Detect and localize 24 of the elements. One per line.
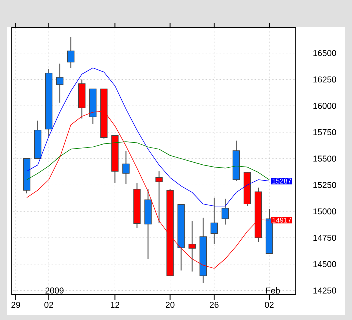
x-tick-label: 02	[44, 302, 54, 308]
y-tick-label: 15000	[314, 208, 336, 215]
annotation: Feb	[266, 288, 280, 294]
candlestick	[210, 197, 218, 245]
y-tick-label: 14250	[314, 288, 336, 294]
x-tick-label: 02	[265, 302, 274, 308]
y-tick-label: 15500	[314, 156, 336, 162]
candlestick	[56, 63, 64, 104]
y-tick-label: 15750	[314, 129, 336, 136]
y-tick-label: 14750	[314, 235, 336, 242]
x-tick-label: 26	[210, 302, 219, 308]
x-tick-label: 29	[12, 302, 20, 308]
y-tick-label: 16000	[314, 103, 336, 110]
candlestick	[122, 151, 130, 185]
candlestick	[222, 198, 230, 226]
x-tick-label: 20	[166, 302, 175, 308]
annotation: 2009	[46, 288, 64, 294]
y-tick-label: 14500	[314, 261, 336, 268]
y-tick-label: 15250	[314, 182, 336, 188]
x-tick-label: 12	[111, 302, 120, 308]
y-tick-label: 16500	[314, 50, 336, 56]
candlestick	[156, 171, 163, 224]
y-tick-label: 16250	[314, 76, 336, 83]
candlestick	[67, 37, 75, 69]
